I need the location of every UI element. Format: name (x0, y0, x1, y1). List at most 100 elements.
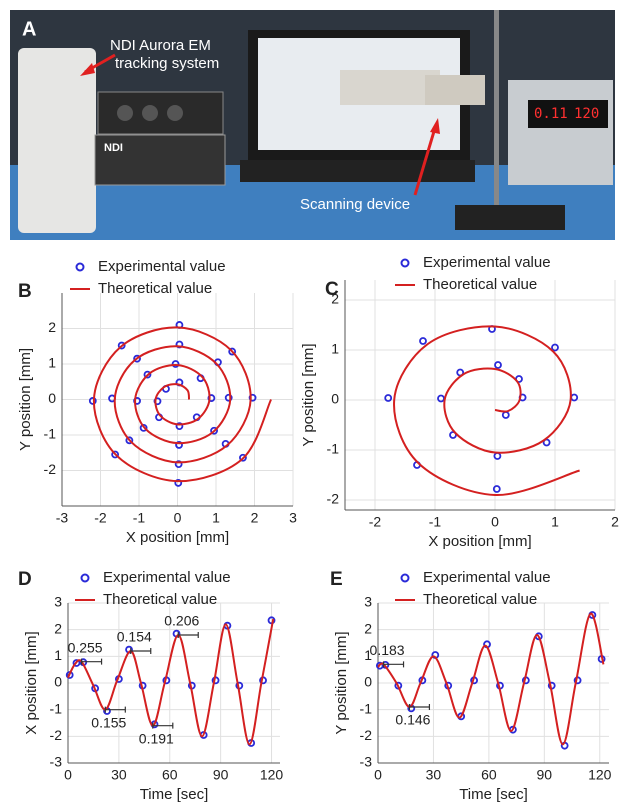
x-axis-label: X position [mm] (126, 529, 229, 546)
y-tick-label: -2 (50, 727, 63, 743)
annotation: 0.154 (117, 629, 152, 645)
interface-unit (97, 91, 224, 135)
theoretical-line (92, 326, 272, 483)
aurora-unit (18, 48, 96, 233)
stand-base (455, 205, 565, 230)
power-display (528, 100, 608, 128)
y-tick-label: 2 (48, 319, 56, 335)
device-text: NDI (104, 142, 123, 154)
y-tick-label: -1 (50, 700, 63, 716)
annotation: 0.155 (91, 714, 126, 730)
photo: A NDI Aurora EM tracking system Scanning… (10, 10, 615, 240)
legend-label: Experimental value (423, 569, 551, 586)
error-bar (104, 706, 126, 713)
error-bar (408, 704, 431, 710)
annotation: 0.146 (395, 712, 430, 728)
data-point (248, 393, 257, 402)
y-tick-label: 1 (54, 647, 62, 663)
device-text: 120 (574, 106, 599, 122)
x-tick-label: -1 (133, 510, 146, 526)
annotation: 0.206 (164, 613, 199, 629)
scanning-device (425, 75, 485, 105)
error-bar (130, 648, 152, 654)
data-point (228, 347, 237, 356)
error-bar (382, 661, 405, 668)
y-tick-label: 3 (364, 594, 372, 610)
legend-label: Theoretical value (103, 591, 217, 608)
y-tick-label: -1 (360, 700, 373, 716)
x-tick-label: 90 (537, 767, 553, 783)
legend-label: Experimental value (423, 254, 551, 271)
y-tick-label: -1 (327, 441, 340, 457)
x-tick-label: 90 (213, 767, 229, 783)
legend-label: Theoretical value (98, 280, 212, 297)
arrow-head (80, 63, 95, 76)
theoretical-line (67, 618, 275, 746)
data-point (171, 360, 180, 368)
theoretical-line (393, 325, 580, 497)
x-axis-label: Time [sec] (459, 786, 528, 803)
data-point (239, 453, 247, 462)
y-tick-label: -3 (50, 754, 63, 770)
data-point (111, 450, 120, 459)
error-bar (177, 632, 199, 638)
y-tick-label: 0 (48, 390, 56, 406)
port (142, 105, 158, 121)
callout: Scanning device (300, 196, 410, 213)
control-unit (94, 134, 226, 186)
x-tick-label: 30 (426, 767, 442, 783)
panel-label: D (18, 569, 32, 590)
y-tick-label: -2 (44, 461, 57, 477)
data-point (175, 340, 184, 349)
data-point (492, 485, 501, 493)
data-point (175, 441, 183, 449)
x-axis-label: X position [mm] (428, 533, 531, 550)
legend-label: Experimental value (98, 258, 226, 275)
x-tick-label: 0 (374, 767, 382, 783)
x-tick-label: -1 (429, 514, 442, 530)
x-tick-label: 1 (212, 510, 220, 526)
data-point (551, 343, 559, 352)
y-tick-label: 1 (331, 341, 339, 357)
x-tick-label: 30 (111, 767, 127, 783)
data-point (419, 337, 427, 345)
y-tick-label: 2 (54, 620, 62, 636)
x-tick-label: 3 (289, 510, 297, 526)
panel-label: B (18, 281, 32, 302)
x-tick-label: 60 (162, 767, 178, 783)
stand-pole (494, 10, 499, 225)
data-point (133, 397, 141, 405)
y-tick-label: -2 (360, 727, 373, 743)
y-tick-label: 0 (331, 391, 339, 407)
panel-label: E (330, 569, 343, 590)
data-point (174, 460, 183, 469)
power-supply (508, 80, 613, 185)
x-tick-label: 0 (174, 510, 182, 526)
data-point (143, 370, 152, 379)
error-bar (152, 722, 174, 729)
data-point (570, 393, 579, 402)
x-tick-label: 2 (251, 510, 259, 526)
data-point (501, 411, 510, 419)
device-text: 0.11 (534, 106, 568, 122)
y-tick-label: -3 (360, 754, 373, 770)
port (117, 105, 133, 121)
y-tick-label: -1 (44, 426, 57, 442)
panel-label: C (325, 279, 339, 300)
legend-swatch (80, 573, 90, 583)
data-point (117, 341, 126, 350)
legend-swatch (400, 573, 410, 583)
data-point (224, 393, 233, 402)
data-point (139, 423, 148, 432)
scanning-device (340, 70, 440, 105)
x-tick-label: -2 (369, 514, 382, 530)
legend-label: Theoretical value (423, 591, 537, 608)
data-point (437, 394, 445, 403)
y-axis-label: Y position [mm] (300, 343, 317, 446)
legend-label: Theoretical value (423, 276, 537, 293)
arrow-head (430, 118, 440, 134)
y-tick-label: 2 (364, 620, 372, 636)
x-tick-label: -3 (56, 510, 69, 526)
y-tick-label: 1 (364, 647, 372, 663)
